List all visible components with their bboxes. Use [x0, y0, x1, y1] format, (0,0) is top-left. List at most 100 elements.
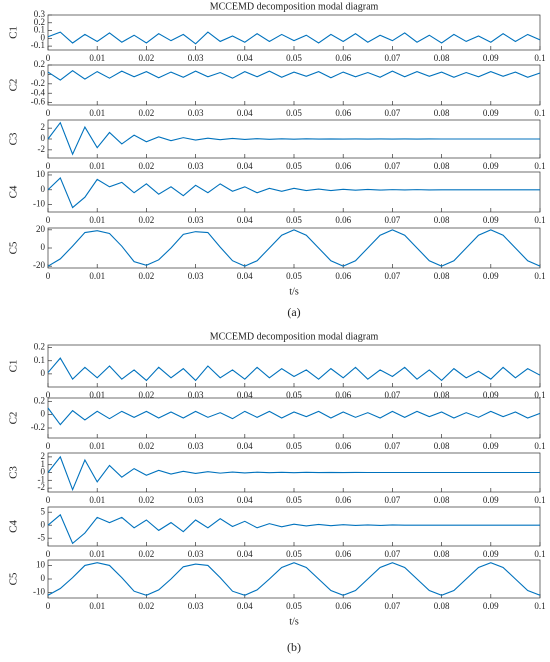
- y-axis-label: C1: [8, 26, 20, 39]
- x-tick-label: 0.02: [139, 161, 155, 171]
- y-tick-label: 0.1: [34, 25, 45, 35]
- x-tick-label: 0.04: [237, 441, 253, 451]
- y-tick-label: 0: [41, 573, 46, 583]
- y-tick-label: -0.1: [31, 40, 45, 50]
- x-tick-label: 0.04: [237, 271, 253, 281]
- y-tick-label: 0: [41, 368, 46, 378]
- x-tick-label: 0.09: [483, 271, 499, 281]
- y-tick-label: 10: [36, 169, 46, 179]
- signal-line: [47, 562, 541, 596]
- x-tick-label: 0.01: [89, 215, 105, 225]
- signal-line: [47, 513, 540, 545]
- x-tick-label: 0.03: [188, 108, 204, 118]
- x-tick-label: 0.1: [534, 271, 545, 281]
- x-tick-label: 0.01: [89, 390, 105, 400]
- plot-frame: [47, 506, 541, 547]
- y-tick-label: -0.6: [31, 97, 46, 107]
- y-tick-label: -10: [33, 587, 45, 597]
- y-tick-label: -0.2: [31, 78, 45, 88]
- x-tick-label: 0.01: [89, 108, 105, 118]
- x-tick-label: 0.04: [237, 53, 253, 63]
- y-tick-label: 0: [41, 68, 46, 78]
- x-tick-label: 0.09: [483, 53, 499, 63]
- x-tick-label: 0.03: [188, 601, 204, 611]
- x-tick-label: 0.05: [286, 161, 302, 171]
- x-tick-label: 0.05: [286, 271, 302, 281]
- signal-line: [47, 407, 541, 426]
- x-tick-label: 0.06: [335, 215, 351, 225]
- signal-line: [47, 31, 541, 45]
- x-tick-label: 0.1: [534, 53, 545, 63]
- x-tick-label: 0.01: [89, 495, 105, 505]
- y-axis-label: C2: [8, 412, 20, 425]
- y-tick-label: 0: [41, 519, 46, 529]
- figure-caption: (b): [287, 640, 301, 654]
- x-tick-label: 0.03: [188, 271, 204, 281]
- y-axis-label: C5: [8, 572, 20, 585]
- x-tick-label: 0.07: [385, 108, 401, 118]
- x-tick-label: 0.1: [534, 495, 545, 505]
- y-tick-label: 10: [36, 559, 46, 569]
- y-axis-label: C3: [8, 466, 20, 479]
- y-axis-label: C1: [8, 360, 20, 373]
- x-tick-label: 0.1: [534, 390, 545, 400]
- x-tick-label: 0.03: [188, 161, 204, 171]
- x-tick-label: 0.04: [237, 549, 253, 559]
- x-axis-label: t/s: [289, 286, 299, 297]
- x-tick-label: 0.03: [188, 53, 204, 63]
- x-tick-label: 0.09: [483, 601, 499, 611]
- x-tick-label: 0.02: [139, 53, 155, 63]
- plot-frame: [47, 397, 541, 439]
- x-tick-label: 0.08: [434, 390, 450, 400]
- y-tick-label: -5: [38, 532, 46, 542]
- x-tick-label: 0.08: [434, 161, 450, 171]
- y-tick-label: 2: [41, 122, 46, 132]
- y-tick-label: 0: [41, 184, 46, 194]
- x-tick-label: 0.09: [483, 215, 499, 225]
- x-tick-label: 0.07: [385, 549, 401, 559]
- x-tick-label: 0: [46, 271, 51, 281]
- y-tick-label: -0.2: [31, 422, 45, 432]
- y-tick-label: 0: [41, 32, 46, 42]
- x-tick-label: 0.05: [286, 495, 302, 505]
- x-tick-label: 0.04: [237, 161, 253, 171]
- x-tick-label: 0.07: [385, 441, 401, 451]
- x-tick-label: 0.1: [534, 441, 545, 451]
- x-tick-label: 0.1: [534, 161, 545, 171]
- signal-line: [47, 121, 540, 156]
- x-tick-label: 0.04: [237, 390, 253, 400]
- y-tick-label: 0.3: [34, 9, 46, 19]
- x-tick-label: 0.06: [335, 390, 351, 400]
- x-tick-label: 0.06: [335, 495, 351, 505]
- x-tick-label: 0: [46, 53, 51, 63]
- x-tick-label: 0.06: [335, 601, 351, 611]
- y-tick-label: -20: [33, 260, 45, 270]
- y-tick-label: 0.2: [34, 395, 45, 405]
- chart-title: MCCEMD decomposition modal diagram: [210, 331, 379, 342]
- x-tick-label: 0.01: [89, 161, 105, 171]
- y-tick-label: 5: [41, 506, 46, 516]
- x-tick-label: 0.05: [286, 390, 302, 400]
- y-tick-label: 0.2: [34, 342, 45, 352]
- x-tick-label: 0.02: [139, 441, 155, 451]
- x-tick-label: 0.08: [434, 53, 450, 63]
- x-tick-label: 0.09: [483, 495, 499, 505]
- x-tick-label: 0.07: [385, 495, 401, 505]
- y-tick-label: -1: [38, 474, 46, 484]
- x-tick-label: 0.02: [139, 390, 155, 400]
- y-tick-label: 0.2: [34, 59, 45, 69]
- x-tick-label: 0.08: [434, 441, 450, 451]
- x-tick-label: 0.07: [385, 215, 401, 225]
- x-tick-label: 0.09: [483, 549, 499, 559]
- x-tick-label: 0.1: [534, 549, 545, 559]
- x-tick-label: 0.1: [534, 601, 545, 611]
- y-axis-label: C4: [8, 520, 20, 533]
- x-tick-label: 0.08: [434, 495, 450, 505]
- x-tick-label: 0: [46, 549, 51, 559]
- y-tick-label: 0.2: [34, 17, 45, 27]
- y-tick-label: 0.1: [34, 355, 45, 365]
- x-tick-label: 0.02: [139, 495, 155, 505]
- x-tick-label: 0.04: [237, 108, 253, 118]
- y-axis-label: C5: [8, 241, 20, 254]
